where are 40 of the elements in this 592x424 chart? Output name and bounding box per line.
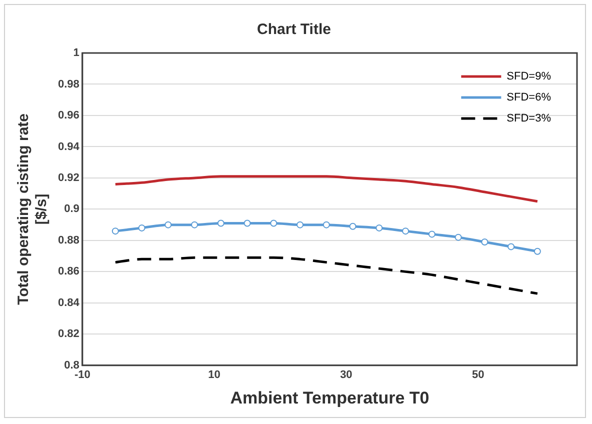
legend-label: SFD=6% — [506, 92, 552, 104]
point — [428, 230, 436, 238]
point — [402, 228, 410, 235]
point — [270, 220, 278, 227]
point — [534, 248, 541, 255]
x-tick-label: 50 — [472, 369, 484, 382]
x-tick-label: -10 — [74, 369, 90, 382]
point — [164, 221, 172, 228]
chart-title: Chart Title — [257, 21, 331, 38]
point — [322, 221, 330, 228]
point — [376, 224, 383, 232]
line-series — [114, 256, 539, 295]
point — [349, 222, 356, 230]
x-tick-label: 10 — [208, 369, 220, 382]
point — [296, 221, 304, 228]
y-tick-label: 0.98 — [58, 78, 80, 90]
y-tick-label: 0.88 — [58, 234, 80, 246]
point — [191, 221, 198, 228]
y-tick-label: 0.9 — [64, 203, 80, 216]
point — [217, 220, 224, 227]
point — [481, 238, 488, 246]
point — [112, 228, 119, 235]
point — [244, 220, 251, 227]
x-axis-title: Ambient Temperature T0 — [230, 388, 430, 408]
y-tick-label: 0.96 — [58, 110, 80, 122]
point — [454, 234, 462, 241]
x-tick-label: 30 — [340, 369, 352, 382]
y-tick-label: 0.86 — [58, 266, 80, 278]
y-axis-title: Total operating cisting rate [$/s] — [15, 113, 50, 305]
y-tick-label: 0.84 — [58, 296, 80, 309]
legend-label: SFD=3% — [506, 112, 552, 125]
legend-label: SFD=9% — [506, 70, 552, 83]
y-tick-label: 0.92 — [58, 172, 80, 184]
y-tick-label: 0.82 — [58, 328, 80, 340]
point — [138, 224, 146, 232]
line-series — [114, 175, 539, 203]
point — [508, 243, 515, 250]
y-tick-label: 1 — [73, 47, 80, 60]
y-tick-label: 0.94 — [58, 140, 80, 153]
y-tick-label: 0.8 — [64, 359, 80, 372]
